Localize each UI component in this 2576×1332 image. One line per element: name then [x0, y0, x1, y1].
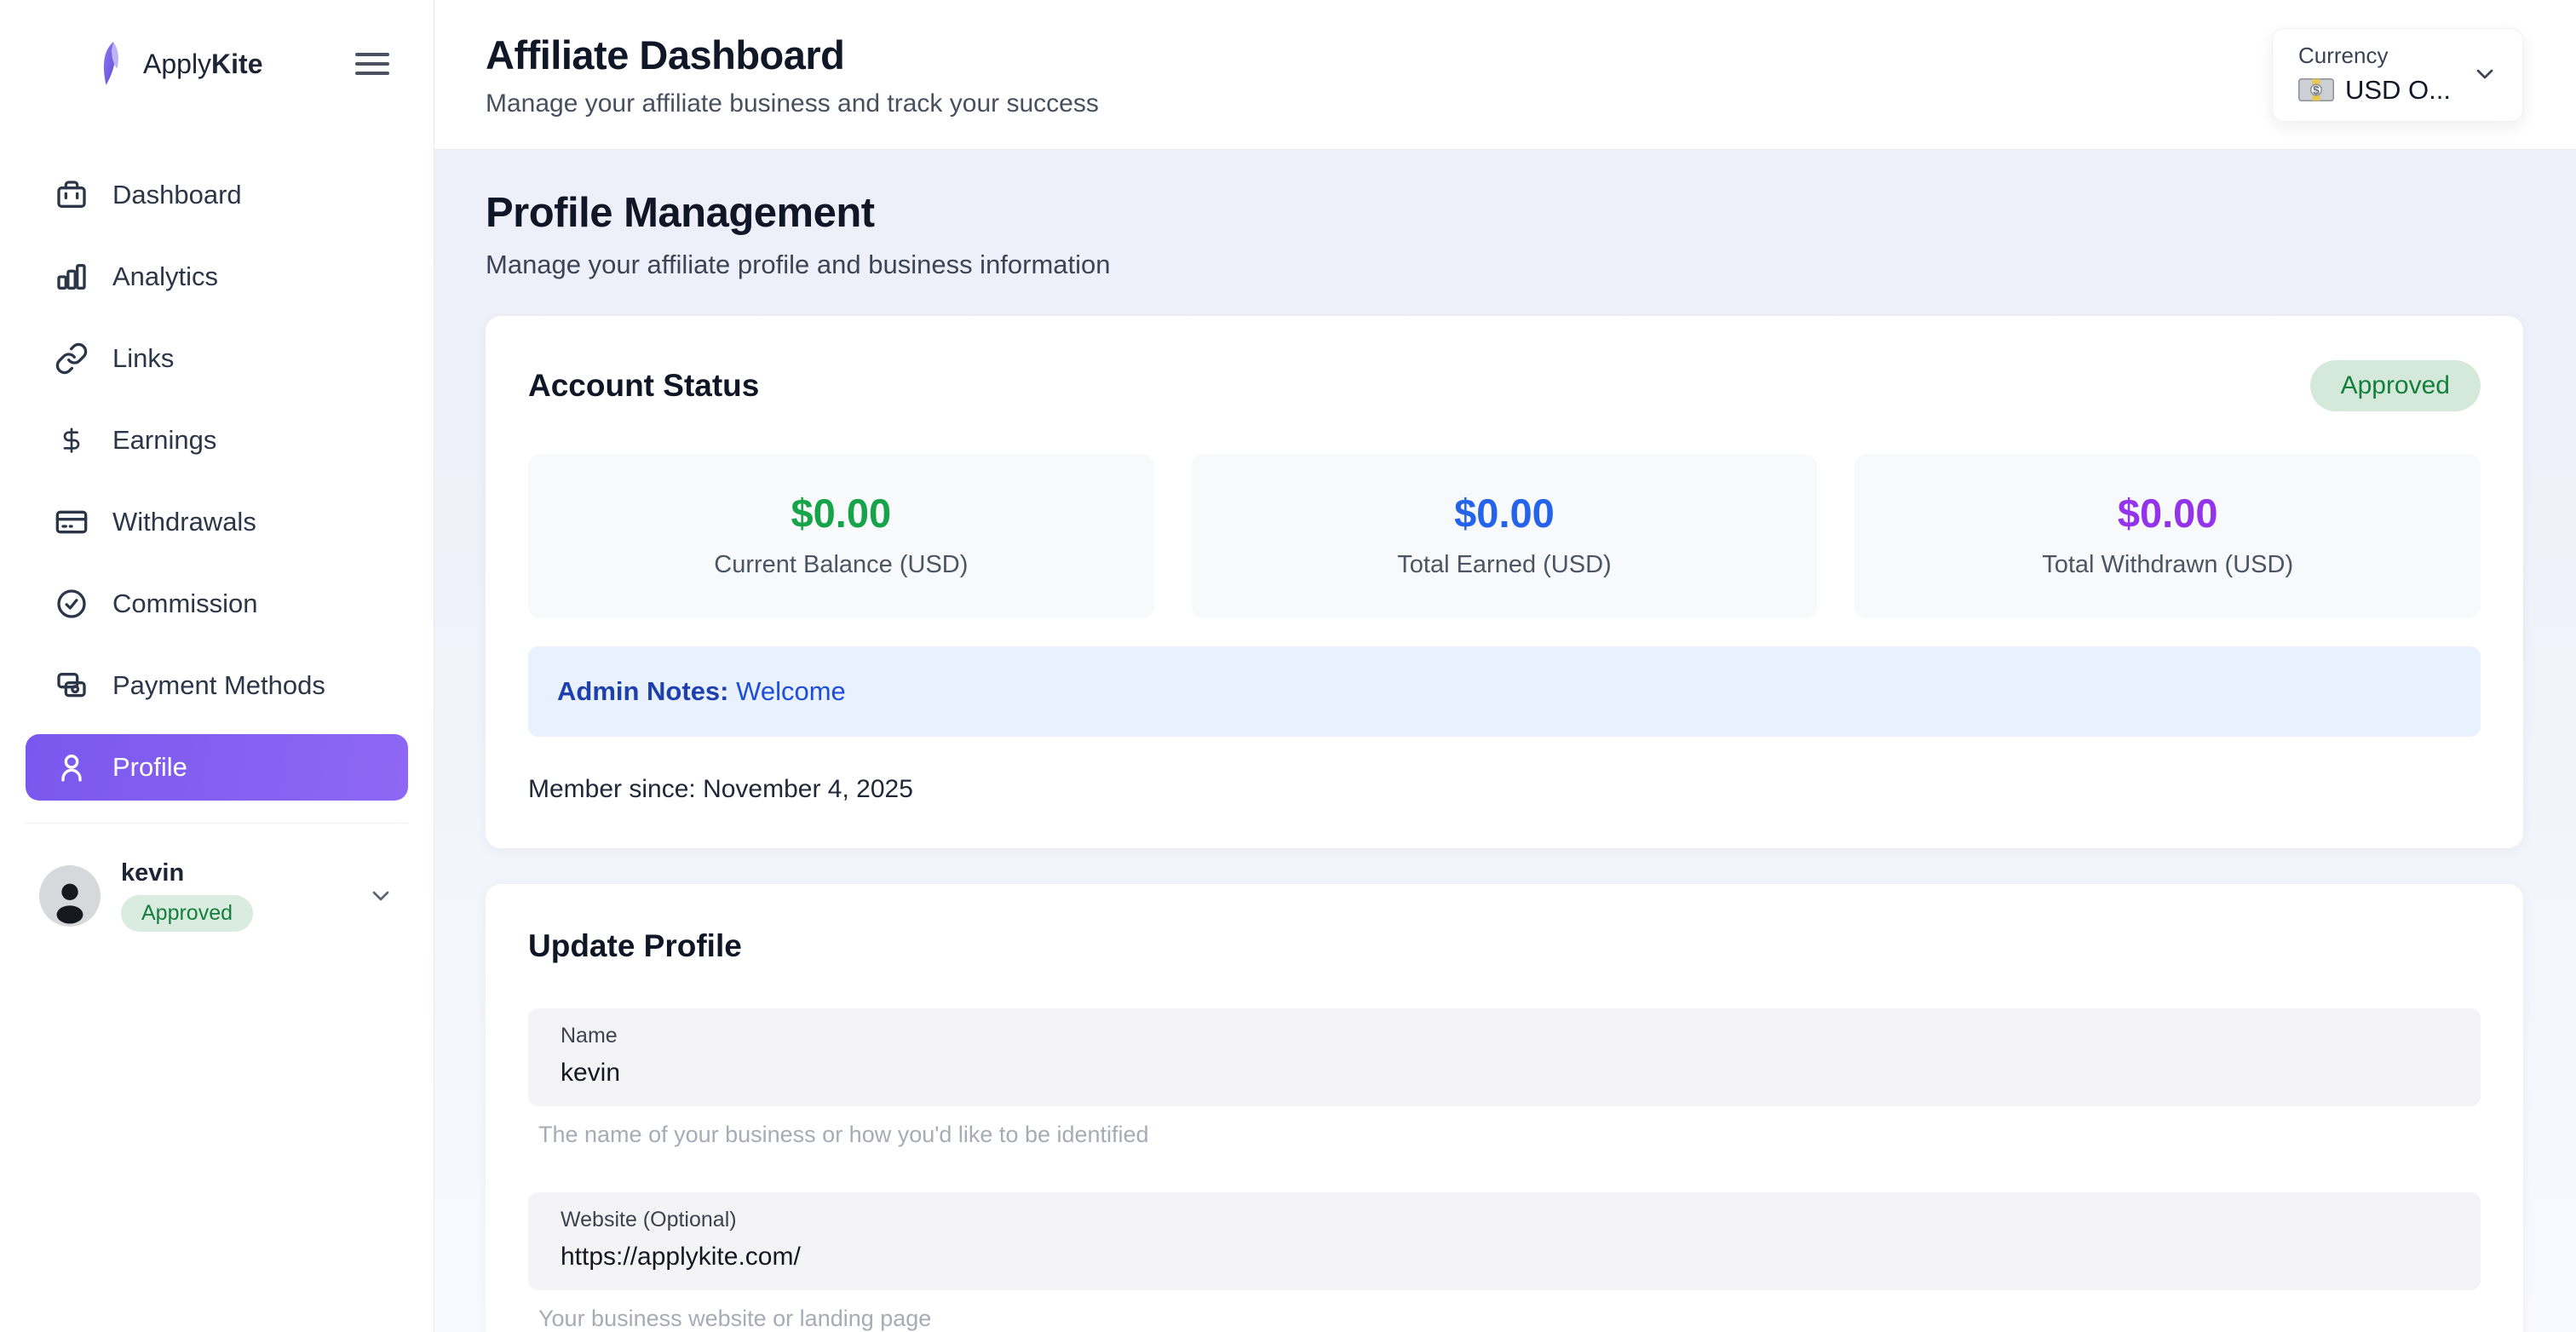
main-area: Affiliate Dashboard Manage your affiliat…	[434, 0, 2576, 1332]
credit-card-icon	[55, 510, 88, 534]
chevron-down-icon[interactable]	[367, 882, 394, 910]
website-input[interactable]	[561, 1243, 2448, 1272]
menu-toggle-icon[interactable]	[355, 42, 389, 86]
nav-label: Earnings	[112, 425, 217, 455]
member-since: Member since: November 4, 2025	[528, 775, 913, 803]
chevron-down-icon	[2471, 60, 2498, 88]
currency-selector[interactable]: Currency $ USD O...	[2271, 27, 2523, 122]
sidebar-item-dashboard[interactable]: Dashboard	[26, 162, 408, 228]
name-field[interactable]: Name	[528, 1008, 2481, 1106]
admin-notes-label: Admin Notes:	[557, 676, 729, 706]
link-icon	[55, 342, 88, 375]
sidebar: ApplyKite Dashboard Analytics Links Earn…	[0, 0, 434, 1332]
account-status-header: Account Status Approved	[528, 360, 2481, 411]
bar-chart-icon	[57, 264, 86, 290]
name-field-helper: The name of your business or how you'd l…	[538, 1122, 1149, 1147]
wallet-cards-icon	[57, 673, 86, 698]
currency-text: Currency $ USD O...	[2297, 42, 2451, 106]
sidebar-nav: Dashboard Analytics Links Earnings Withd…	[0, 128, 434, 824]
nav-label: Payment Methods	[112, 670, 325, 700]
nav-label: Dashboard	[112, 180, 242, 210]
stat-value: $0.00	[2117, 491, 2218, 536]
user-menu[interactable]: kevin Approved	[0, 824, 434, 932]
dollar-icon	[63, 428, 80, 453]
header-text: Affiliate Dashboard Manage your affiliat…	[486, 32, 1099, 118]
user-name: kevin	[121, 859, 185, 887]
kite-logo-icon	[103, 42, 118, 85]
balance-stats: $0.00 Current Balance (USD) $0.00 Total …	[528, 454, 2481, 618]
nav-label: Withdrawals	[112, 507, 256, 537]
stat-label: Current Balance (USD)	[714, 551, 969, 578]
stat-total-earned: $0.00 Total Earned (USD)	[1191, 454, 1818, 618]
currency-value: $ USD O...	[2297, 74, 2451, 106]
sidebar-item-profile[interactable]: Profile	[26, 734, 408, 801]
website-field-label: Website (Optional)	[561, 1208, 737, 1232]
name-field-label: Name	[561, 1024, 618, 1048]
currency-selected: USD O...	[2344, 74, 2451, 105]
sidebar-item-analytics[interactable]: Analytics	[26, 244, 408, 310]
website-field-helper: Your business website or landing page	[538, 1306, 932, 1331]
sidebar-item-earnings[interactable]: Earnings	[26, 407, 408, 474]
user-info: kevin Approved	[121, 859, 254, 932]
admin-notes: Admin Notes: Welcome	[528, 646, 2481, 737]
brand-name: ApplyKite	[143, 49, 263, 80]
brand-name-light: Apply	[143, 48, 212, 79]
stat-value: $0.00	[791, 491, 892, 536]
sidebar-divider	[26, 823, 408, 824]
section-title: Profile Management	[486, 190, 875, 236]
stat-value: $0.00	[1454, 491, 1555, 536]
avatar	[39, 864, 101, 927]
account-status-card: Account Status Approved $0.00 Current Ba…	[486, 316, 2523, 848]
section-subtitle: Manage your affiliate profile and busine…	[486, 250, 1111, 279]
stat-current-balance: $0.00 Current Balance (USD)	[528, 454, 1154, 618]
nav-label: Profile	[112, 752, 187, 782]
person-silhouette-icon	[56, 883, 83, 924]
status-badge: Approved	[2309, 360, 2481, 411]
content-area: Profile Management Manage your affiliate…	[434, 150, 2576, 1332]
update-profile-card: Update Profile Name The name of your bus…	[486, 884, 2523, 1332]
name-input[interactable]	[561, 1059, 2448, 1088]
user-icon	[61, 755, 82, 782]
stat-total-withdrawn: $0.00 Total Withdrawn (USD)	[1854, 454, 2481, 618]
svg-text:$: $	[2313, 83, 2320, 96]
banknote-icon: $	[2297, 78, 2334, 101]
admin-notes-value: Welcome	[736, 676, 846, 706]
sidebar-item-commission[interactable]: Commission	[26, 571, 408, 637]
stat-label: Total Earned (USD)	[1397, 551, 1612, 578]
nav-label: Commission	[112, 588, 258, 618]
update-profile-title: Update Profile	[528, 928, 742, 963]
website-field[interactable]: Website (Optional)	[528, 1192, 2481, 1290]
user-status-badge: Approved	[121, 895, 254, 932]
sidebar-logo-row: ApplyKite	[0, 0, 434, 128]
sidebar-item-payment-methods[interactable]: Payment Methods	[26, 652, 408, 719]
page-header-subtitle: Manage your affiliate business and track…	[486, 89, 1099, 118]
sidebar-item-links[interactable]: Links	[26, 325, 408, 392]
account-status-title: Account Status	[528, 368, 760, 403]
page-header-title: Affiliate Dashboard	[486, 32, 845, 78]
brand-logo: ApplyKite	[95, 41, 263, 87]
check-circle-icon	[57, 589, 86, 618]
brand-name-bold: Kite	[211, 48, 263, 79]
currency-label: Currency	[2297, 42, 2389, 68]
nav-label: Links	[112, 343, 175, 373]
top-header: Affiliate Dashboard Manage your affiliat…	[434, 0, 2576, 150]
briefcase-icon	[57, 181, 86, 208]
stat-label: Total Withdrawn (USD)	[2042, 551, 2294, 578]
sidebar-item-withdrawals[interactable]: Withdrawals	[26, 489, 408, 555]
nav-label: Analytics	[112, 261, 219, 291]
